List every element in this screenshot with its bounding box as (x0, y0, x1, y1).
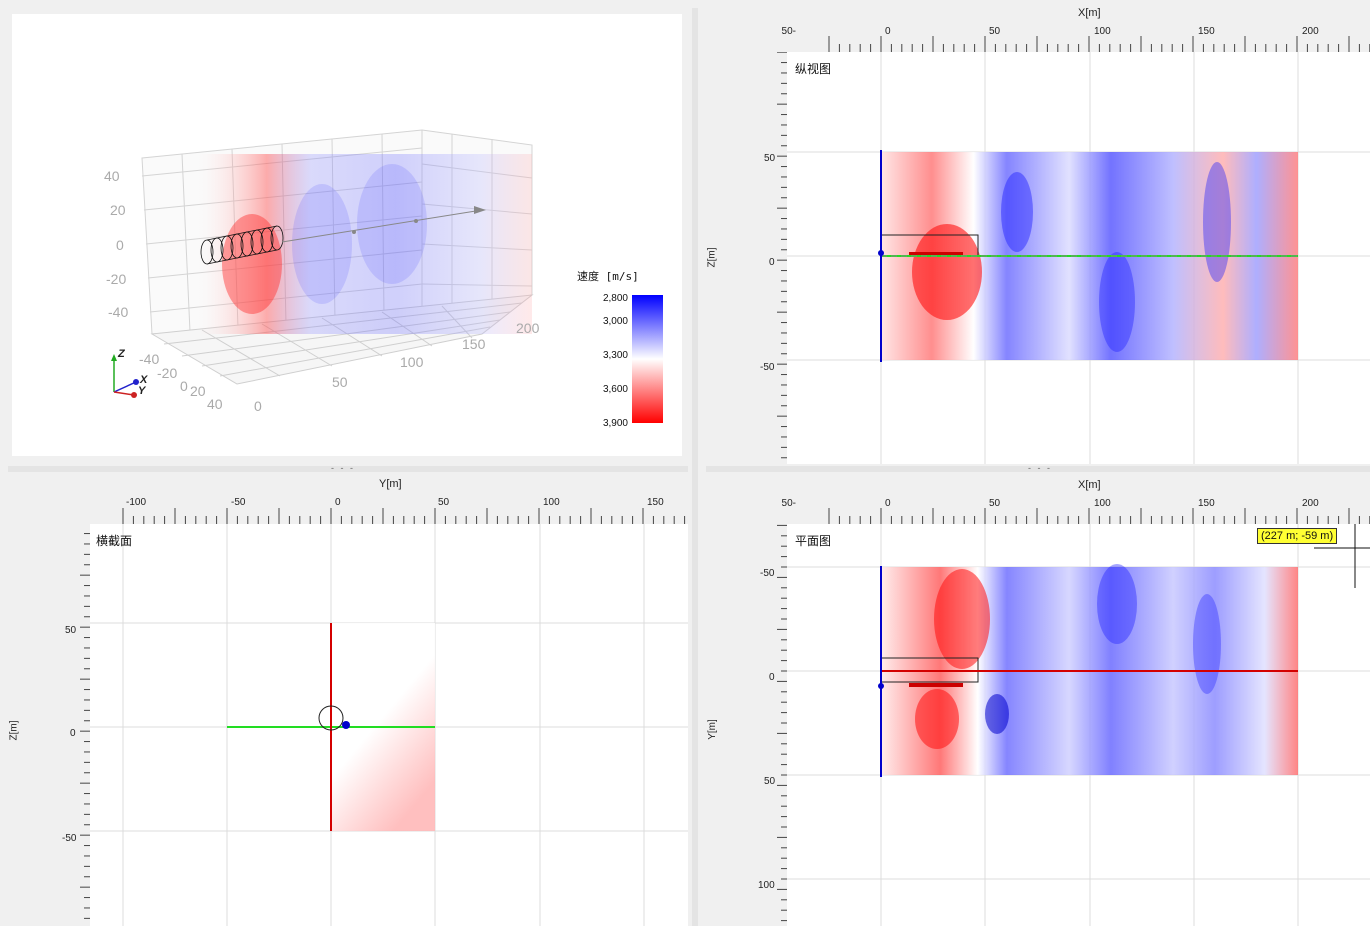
gizmo-z-label: Z (117, 348, 126, 360)
y-tick: 50 (438, 497, 450, 508)
gizmo-x-label: X (139, 374, 148, 386)
tbm-rings (200, 225, 284, 265)
splitter-grip[interactable]: - - - (1028, 463, 1052, 473)
cross-section-view-panel[interactable]: 横截面 (90, 524, 688, 926)
x-tick: 100 (1094, 498, 1111, 509)
longitudinal-canvas[interactable] (787, 52, 1370, 464)
y-tick: 50 (764, 776, 776, 787)
x-axis-label: X[m] (1078, 479, 1101, 491)
y-ruler (777, 524, 787, 922)
y-axis-label: Y[m] (706, 719, 718, 740)
x-tick: 200 (1302, 498, 1319, 509)
perspective-canvas[interactable]: 40 20 0 -20 -40 -40 -20 0 20 40 0 50 100… (12, 14, 682, 456)
z-tick: 0 (769, 257, 775, 268)
vertical-splitter[interactable] (692, 8, 698, 926)
x-tick: 100 (1094, 26, 1111, 37)
x-ruler (828, 36, 1370, 52)
x-ruler (828, 508, 1370, 524)
z-axis-label: Z[m] (8, 720, 20, 741)
velocity-volume (192, 154, 532, 334)
x-tick: -50 (782, 498, 796, 509)
legend-title: 速度 [m/s] (577, 270, 639, 283)
x-axis-label: X[m] (1078, 7, 1101, 19)
z-tick: 0 (116, 237, 124, 253)
x-tick: 100 (400, 354, 424, 370)
legend-value: 3,000 (602, 316, 628, 327)
y-tick: 0 (769, 672, 775, 683)
z-ruler (777, 52, 787, 459)
cursor-coordinate-readout: (227 m; -59 m) (1257, 528, 1338, 544)
view-title: 纵视图 (795, 62, 832, 76)
y-tick: 100 (758, 880, 775, 891)
z-tick: -50 (62, 833, 77, 844)
x-tick: 50 (989, 498, 1001, 509)
cross-section-canvas[interactable] (90, 524, 688, 926)
longitudinal-view-panel[interactable]: 纵视图 (787, 52, 1370, 464)
y-axis-label: Y[m] (379, 478, 402, 490)
y-tick: 20 (190, 383, 206, 399)
z-tick: 50 (65, 625, 77, 636)
x-tick: 200 (1302, 26, 1319, 37)
x-tick: 50 (332, 374, 348, 390)
y-tick: 40 (207, 396, 223, 412)
y-tick: -50 (760, 568, 775, 579)
y-tick: 150 (647, 497, 664, 508)
y-tick: -20 (157, 365, 177, 381)
y-tick: 0 (180, 378, 188, 394)
y-ruler (122, 508, 686, 524)
x-tick: 0 (885, 26, 891, 37)
z-ruler (80, 533, 90, 919)
colorbar (632, 295, 663, 423)
y-tick: 100 (543, 497, 560, 508)
z-tick: -40 (108, 304, 128, 320)
plan-canvas[interactable] (787, 524, 1370, 926)
splitter-grip[interactable]: - - - (331, 463, 355, 473)
z-tick: 0 (70, 728, 76, 739)
x-tick: 150 (1198, 498, 1215, 509)
z-tick: -20 (106, 271, 126, 287)
z-tick: 20 (110, 202, 126, 218)
x-tick: 50 (989, 26, 1001, 37)
x-tick: 200 (516, 320, 540, 336)
left-horizontal-splitter[interactable] (8, 466, 688, 472)
view-title: 横截面 (96, 534, 133, 548)
legend-value: 3,600 (602, 384, 628, 395)
y-tick: -100 (126, 497, 147, 508)
axes-gizmo: Z X Y (111, 348, 148, 398)
legend-value: 2,800 (602, 293, 628, 304)
legend-value: 3,900 (602, 418, 628, 429)
legend-value: 3,300 (602, 350, 628, 361)
z-axis-label: Z[m] (706, 247, 718, 268)
perspective-view-panel[interactable]: 40 20 0 -20 -40 -40 -20 0 20 40 0 50 100… (12, 14, 682, 456)
view-title: 平面图 (795, 534, 832, 548)
tunnel-profile (318, 705, 344, 731)
x-tick: 0 (885, 498, 891, 509)
gizmo-y-label: Y (138, 385, 147, 397)
z-tick: 40 (104, 168, 120, 184)
z-tick: 50 (764, 153, 776, 164)
x-tick: -50 (782, 26, 796, 37)
x-tick: 0 (254, 398, 262, 414)
right-horizontal-splitter[interactable] (706, 466, 1370, 472)
y-tick: -50 (231, 497, 246, 508)
plan-view-panel[interactable]: 平面图 (227 m; -59 m) (787, 524, 1370, 926)
x-tick: 150 (462, 336, 486, 352)
y-tick: 0 (335, 497, 341, 508)
y-tick: -40 (139, 351, 159, 367)
z-tick: -50 (760, 362, 775, 373)
tunnel-axis (281, 209, 483, 243)
x-tick: 150 (1198, 26, 1215, 37)
